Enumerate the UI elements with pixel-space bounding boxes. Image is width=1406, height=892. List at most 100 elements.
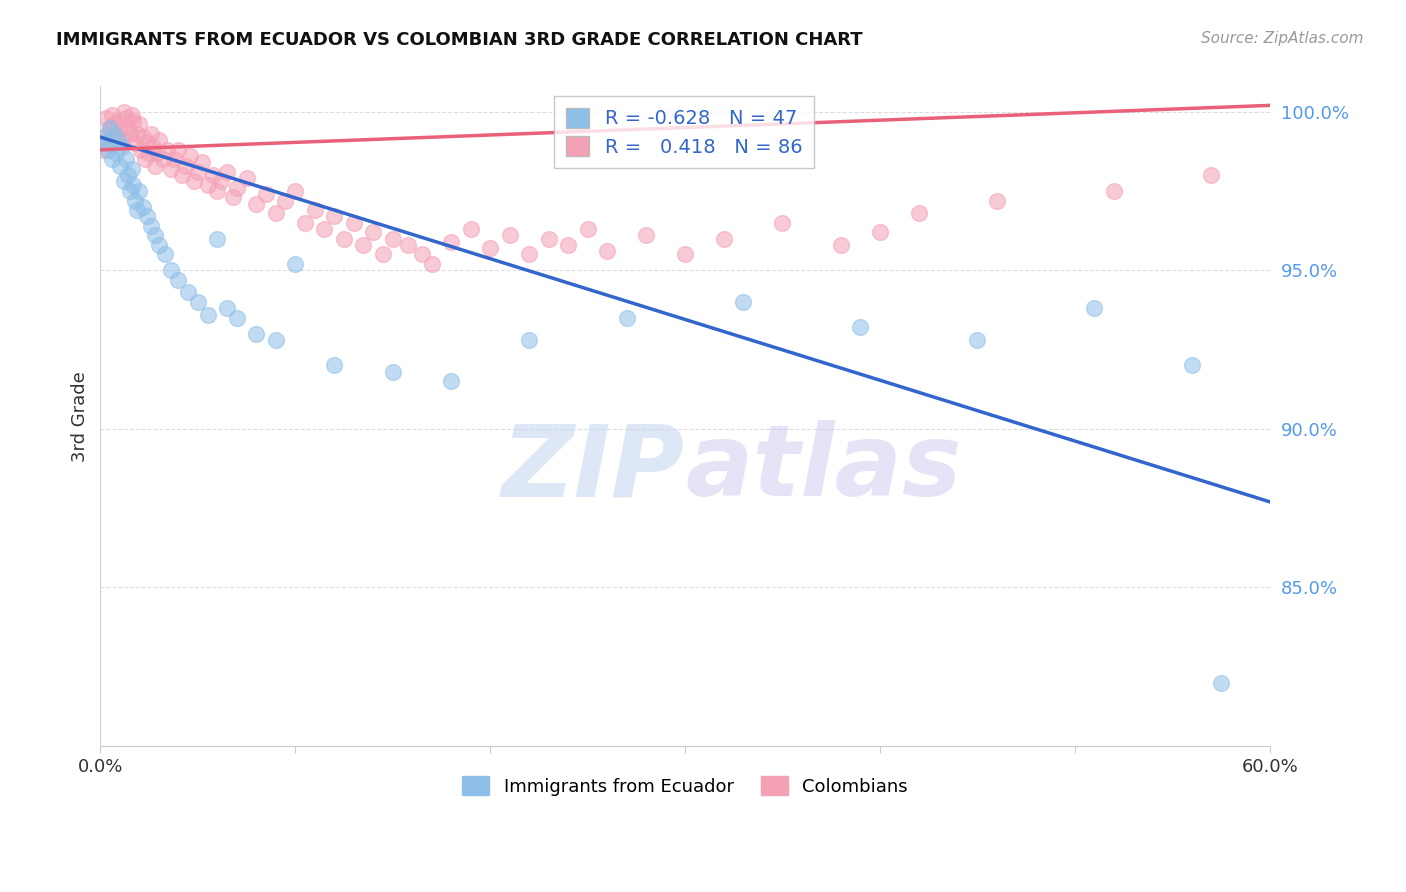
Point — [420, 257, 443, 271]
Point — [96, 111, 118, 125]
Point — [371, 247, 394, 261]
Point — [1083, 301, 1105, 316]
Point — [143, 228, 166, 243]
Point — [498, 228, 520, 243]
Point — [98, 120, 121, 135]
Point — [122, 114, 145, 128]
Point — [97, 127, 120, 141]
Point — [869, 225, 891, 239]
Point — [596, 244, 619, 259]
Point — [207, 231, 229, 245]
Point — [396, 238, 419, 252]
Point — [174, 159, 197, 173]
Point — [254, 187, 277, 202]
Point — [153, 247, 176, 261]
Point — [190, 155, 212, 169]
Y-axis label: 3rd Grade: 3rd Grade — [72, 371, 89, 461]
Point — [143, 159, 166, 173]
Point — [235, 171, 257, 186]
Point — [139, 127, 162, 141]
Point — [440, 374, 463, 388]
Point — [124, 136, 146, 151]
Point — [132, 200, 155, 214]
Point — [136, 210, 159, 224]
Point — [177, 285, 200, 300]
Point — [136, 136, 159, 151]
Point — [97, 143, 120, 157]
Point — [202, 168, 225, 182]
Point — [134, 153, 156, 167]
Point — [284, 257, 307, 271]
Point — [908, 206, 931, 220]
Point — [93, 143, 115, 157]
Point — [179, 149, 201, 163]
Point — [107, 114, 129, 128]
Point — [117, 168, 139, 182]
Point — [1102, 184, 1125, 198]
Point — [209, 174, 232, 188]
Point — [101, 108, 124, 122]
Point — [1209, 675, 1232, 690]
Point — [128, 184, 150, 198]
Point — [411, 247, 433, 261]
Text: IMMIGRANTS FROM ECUADOR VS COLOMBIAN 3RD GRADE CORRELATION CHART: IMMIGRANTS FROM ECUADOR VS COLOMBIAN 3RD… — [56, 31, 863, 49]
Point — [93, 130, 115, 145]
Point — [103, 117, 125, 131]
Point — [138, 145, 160, 160]
Point — [517, 333, 540, 347]
Point — [576, 222, 599, 236]
Legend: Immigrants from Ecuador, Colombians: Immigrants from Ecuador, Colombians — [456, 769, 915, 803]
Point — [713, 231, 735, 245]
Point — [132, 130, 155, 145]
Point — [104, 130, 127, 145]
Point — [557, 238, 579, 252]
Point — [616, 310, 638, 325]
Point — [537, 231, 560, 245]
Point — [112, 174, 135, 188]
Point — [225, 181, 247, 195]
Point — [121, 161, 143, 176]
Point — [156, 143, 179, 157]
Point — [215, 165, 238, 179]
Point — [986, 194, 1008, 208]
Point — [104, 145, 127, 160]
Point — [225, 310, 247, 325]
Point — [849, 320, 872, 334]
Point — [381, 231, 404, 245]
Point — [274, 194, 297, 208]
Point — [264, 206, 287, 220]
Point — [634, 228, 657, 243]
Point — [163, 153, 186, 167]
Point — [98, 120, 121, 135]
Point — [101, 153, 124, 167]
Point — [159, 263, 181, 277]
Point — [152, 153, 174, 167]
Point — [183, 174, 205, 188]
Point — [146, 145, 169, 160]
Point — [111, 133, 134, 147]
Point — [222, 190, 245, 204]
Point — [114, 153, 136, 167]
Point — [103, 127, 125, 141]
Point — [167, 273, 190, 287]
Point — [1181, 359, 1204, 373]
Point — [197, 308, 219, 322]
Point — [460, 222, 482, 236]
Point — [121, 108, 143, 122]
Point — [215, 301, 238, 316]
Point — [830, 238, 852, 252]
Point — [294, 216, 316, 230]
Point — [207, 184, 229, 198]
Point — [139, 219, 162, 233]
Point — [187, 165, 209, 179]
Point — [1199, 168, 1222, 182]
Point — [361, 225, 384, 239]
Point — [118, 127, 141, 141]
Point — [323, 359, 346, 373]
Point — [517, 247, 540, 261]
Point — [111, 139, 134, 153]
Point — [197, 178, 219, 192]
Point — [128, 117, 150, 131]
Point — [108, 124, 131, 138]
Point — [129, 143, 152, 157]
